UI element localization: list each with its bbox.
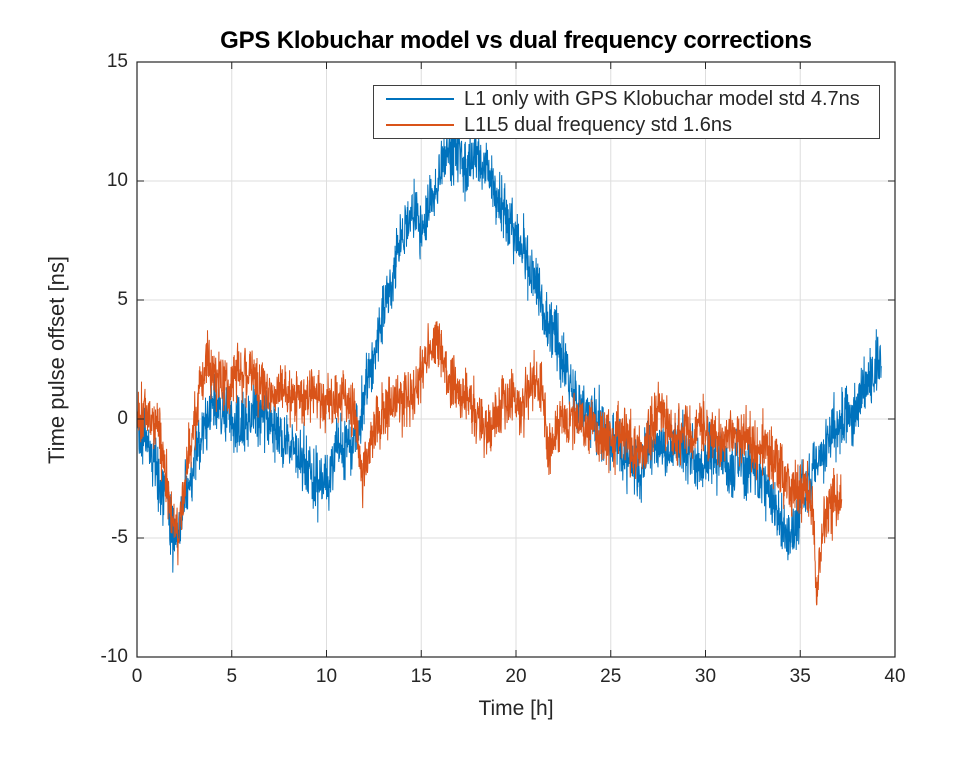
y-tick-label: 15 <box>106 51 128 72</box>
legend-label-l1l5-dual: L1L5 dual frequency std 1.6ns <box>464 113 732 136</box>
x-tick-label: 20 <box>505 666 527 687</box>
x-tick-label: 0 <box>131 666 143 687</box>
x-tick-label: 40 <box>884 666 906 687</box>
y-tick-label: -5 <box>111 527 128 548</box>
legend-entry-l1l5-dual: L1L5 dual frequency std 1.6ns <box>374 112 879 138</box>
x-tick-label: 35 <box>789 666 811 687</box>
y-tick-label: 5 <box>117 289 128 310</box>
y-tick-label: 0 <box>117 408 128 429</box>
y-tick-label: -10 <box>100 646 128 667</box>
x-tick-label: 30 <box>694 666 717 687</box>
chart-title: GPS Klobuchar model vs dual frequency co… <box>220 27 812 54</box>
x-tick-label: 5 <box>226 666 238 687</box>
plot-border <box>136 61 896 658</box>
y-axis-label: Time pulse offset [ns] <box>44 256 69 464</box>
legend-box: L1 only with GPS Klobuchar model std 4.7… <box>373 85 880 139</box>
series-lines <box>136 122 882 606</box>
x-axis-label: Time [h] <box>478 697 554 720</box>
legend-label-l1-klobuchar: L1 only with GPS Klobuchar model std 4.7… <box>464 87 860 110</box>
l1-klobuchar-series-line <box>136 122 882 573</box>
x-tick-label: 10 <box>315 666 338 687</box>
y-tick-label: 10 <box>106 170 128 191</box>
legend-line-sample-l1l5-dual <box>386 124 454 126</box>
x-tick-label: 25 <box>600 666 622 687</box>
l1l5-dual-frequency-series-line <box>136 321 843 606</box>
x-tick-label: 15 <box>410 666 432 687</box>
legend-line-sample-l1-klobuchar <box>386 98 454 100</box>
legend-entry-l1-klobuchar: L1 only with GPS Klobuchar model std 4.7… <box>374 86 879 112</box>
